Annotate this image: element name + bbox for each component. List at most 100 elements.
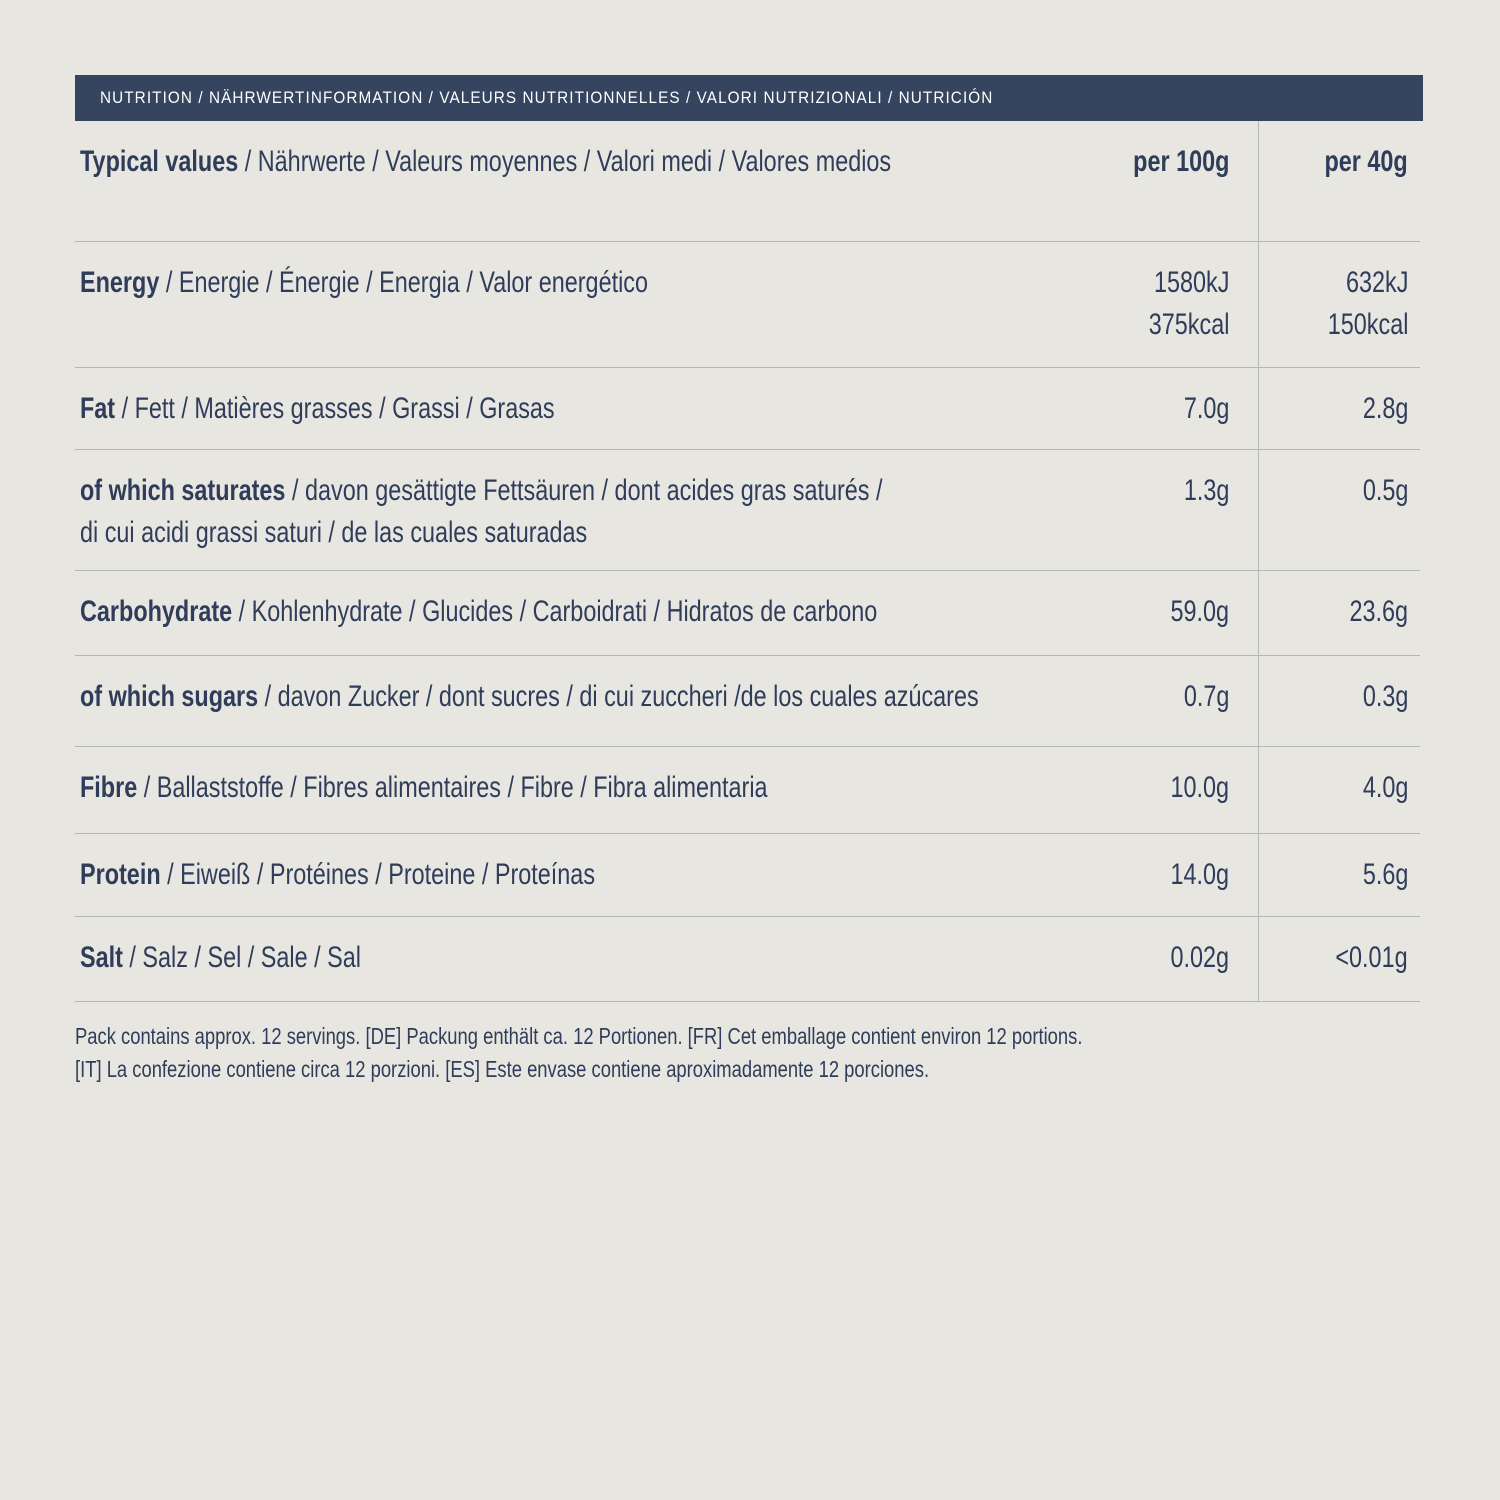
- row-label: Fibre / Ballaststoffe / Fibres alimentai…: [80, 767, 768, 809]
- label-bold: Protein: [80, 858, 161, 891]
- per-40g: per 40g: [1325, 141, 1408, 183]
- label-text: / davon Zucker / dont sucres / di cui zu…: [264, 680, 979, 713]
- per-40g: 23.6g: [1349, 591, 1408, 633]
- table-row: Fibre / Ballaststoffe / Fibres alimentai…: [75, 747, 1420, 834]
- per-40g: 5.6g: [1362, 854, 1408, 896]
- label-text: / Eiweiß / Protéines / Proteine / Proteí…: [167, 858, 596, 891]
- label-text: / Fett / Matières grasses / Grassi / Gra…: [121, 392, 555, 425]
- per-100g: per 100g: [1133, 141, 1229, 183]
- per-100g: 0.7g: [1183, 676, 1229, 718]
- value: 4.0g: [1362, 771, 1408, 804]
- label-line: Salt / Salz / Sel / Sale / Sal: [80, 937, 361, 979]
- column-divider: [1258, 917, 1259, 1002]
- label-text: / Nährwerte / Valeurs moyennes / Valori …: [244, 145, 892, 178]
- per-40g: 0.5g: [1362, 470, 1408, 512]
- label-line: of which saturates / davon gesättigte Fe…: [80, 470, 883, 512]
- value: 14.0g: [1170, 858, 1229, 891]
- per-100g: 10.0g: [1170, 767, 1229, 809]
- label-line: Typical values / Nährwerte / Valeurs moy…: [80, 141, 891, 183]
- row-label: of which saturates / davon gesättigte Fe…: [80, 470, 883, 554]
- per-100g: 1.3g: [1183, 470, 1229, 512]
- row-label: Fat / Fett / Matières grasses / Grassi /…: [80, 388, 555, 430]
- value: 2.8g: [1362, 392, 1408, 425]
- value: 0.02g: [1170, 941, 1229, 974]
- label-line: Protein / Eiweiß / Protéines / Proteine …: [80, 854, 595, 896]
- value: 10.0g: [1170, 771, 1229, 804]
- table-row: of which saturates / davon gesättigte Fe…: [75, 450, 1420, 571]
- label-line: Fibre / Ballaststoffe / Fibres alimentai…: [80, 767, 768, 809]
- label-bold: of which saturates: [80, 474, 286, 507]
- label-text: / Ballaststoffe / Fibres alimentaires / …: [143, 771, 768, 804]
- value: per 100g: [1132, 145, 1229, 178]
- nutrition-table: Typical values / Nährwerte / Valeurs moy…: [75, 121, 1420, 1002]
- value: <0.01g: [1335, 941, 1408, 974]
- label-line: Carbohydrate / Kohlenhydrate / Glucides …: [80, 591, 877, 633]
- label-bold: of which sugars: [80, 680, 259, 713]
- table-row: Fat / Fett / Matières grasses / Grassi /…: [75, 368, 1420, 450]
- label-line: Energy / Energie / Énergie / Energia / V…: [80, 262, 648, 304]
- label-bold: Fat: [80, 392, 116, 425]
- label-text: / Kohlenhydrate / Glucides / Carboidrati…: [238, 595, 878, 628]
- column-divider: [1258, 571, 1259, 656]
- footer: Pack contains approx. 12 servings. [DE] …: [75, 1020, 1082, 1086]
- value: 0.5g: [1362, 474, 1408, 507]
- label-bold: Energy: [80, 266, 160, 299]
- footer-line: [IT] La confezione contiene circa 12 por…: [75, 1056, 930, 1082]
- column-divider: [1258, 656, 1259, 747]
- table-row: Protein / Eiweiß / Protéines / Proteine …: [75, 834, 1420, 917]
- per-100g: 0.02g: [1170, 937, 1229, 979]
- table-row: Carbohydrate / Kohlenhydrate / Glucides …: [75, 571, 1420, 656]
- per-100g: 1580kJ 375kcal: [1148, 262, 1229, 346]
- row-label: Protein / Eiweiß / Protéines / Proteine …: [80, 854, 595, 896]
- value: 5.6g: [1362, 858, 1408, 891]
- label-bold: Fibre: [80, 771, 138, 804]
- label-bold: Salt: [80, 941, 123, 974]
- per-40g: 632kJ 150kcal: [1327, 262, 1408, 346]
- table-row: of which sugars / davon Zucker / dont su…: [75, 656, 1420, 747]
- column-divider: [1258, 121, 1259, 242]
- label-text: / Energie / Énergie / Energia / Valor en…: [165, 266, 648, 299]
- table-row: Energy / Energie / Énergie / Energia / V…: [75, 242, 1420, 368]
- value: 23.6g: [1349, 595, 1408, 628]
- table-row: Salt / Salz / Sel / Sale / Sal 0.02g <0.01…: [75, 917, 1420, 1002]
- label-text: di cui acidi grassi saturi / de las cual…: [80, 516, 588, 549]
- per-100g: 14.0g: [1170, 854, 1229, 896]
- value: 150kcal: [1327, 308, 1408, 341]
- label-line: di cui acidi grassi saturi / de las cual…: [80, 512, 883, 554]
- value: 375kcal: [1148, 308, 1229, 341]
- label-bold: Carbohydrate: [80, 595, 233, 628]
- label-bold: Typical values: [80, 145, 239, 178]
- row-label: Typical values / Nährwerte / Valeurs moy…: [80, 141, 891, 183]
- row-label: Salt / Salz / Sel / Sale / Sal: [80, 937, 361, 979]
- table-row: Typical values / Nährwerte / Valeurs moy…: [75, 121, 1420, 242]
- value: 7.0g: [1183, 392, 1229, 425]
- value: 632kJ: [1345, 266, 1408, 299]
- per-40g: <0.01g: [1336, 937, 1408, 979]
- header-bar: NUTRITION / NÄHRWERTINFORMATION / VALEUR…: [75, 75, 1423, 121]
- per-100g: 7.0g: [1183, 388, 1229, 430]
- value: 59.0g: [1170, 595, 1229, 628]
- value: 1580kJ: [1153, 266, 1229, 299]
- label-text: / Salz / Sel / Sale / Sal: [129, 941, 361, 974]
- per-40g: 4.0g: [1362, 767, 1408, 809]
- header-title: NUTRITION / NÄHRWERTINFORMATION / VALEUR…: [100, 88, 994, 107]
- column-divider: [1258, 450, 1259, 571]
- value: 0.7g: [1183, 680, 1229, 713]
- footer-line: Pack contains approx. 12 servings. [DE] …: [75, 1023, 1083, 1049]
- value: per 40g: [1324, 145, 1408, 178]
- label-text: / davon gesättigte Fettsäuren / dont aci…: [291, 474, 883, 507]
- column-divider: [1258, 747, 1259, 834]
- label-line: Fat / Fett / Matières grasses / Grassi /…: [80, 388, 555, 430]
- column-divider: [1258, 368, 1259, 450]
- value: 1.3g: [1183, 474, 1229, 507]
- per-40g: 0.3g: [1362, 676, 1408, 718]
- row-label: Carbohydrate / Kohlenhydrate / Glucides …: [80, 591, 877, 633]
- per-100g: 59.0g: [1170, 591, 1229, 633]
- per-40g: 2.8g: [1362, 388, 1408, 430]
- row-label: Energy / Energie / Énergie / Energia / V…: [80, 262, 648, 304]
- label-line: of which sugars / davon Zucker / dont su…: [80, 676, 979, 718]
- column-divider: [1258, 242, 1259, 368]
- value: 0.3g: [1362, 680, 1408, 713]
- column-divider: [1258, 834, 1259, 917]
